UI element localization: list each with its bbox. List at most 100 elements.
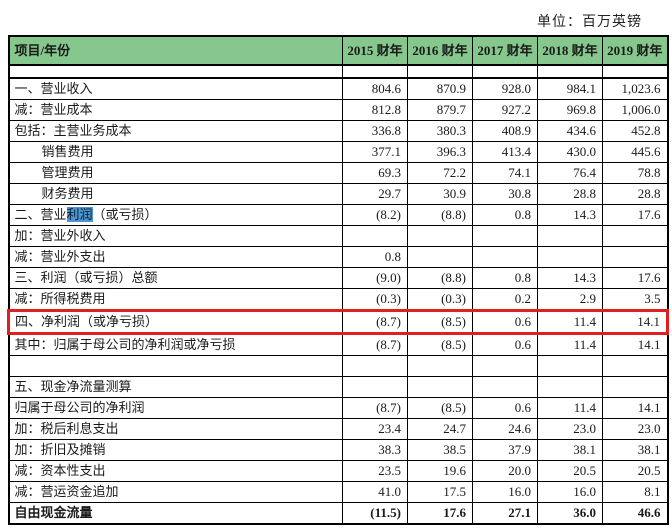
cell-value [472,64,538,79]
cell-value: 30.9 [407,183,473,205]
cell-value: 14.3 [537,204,603,226]
cell-value: 336.8 [342,120,408,142]
cell-value: 38.1 [602,439,668,461]
cell-value: 17.6 [602,204,668,226]
cell-value: 14.1 [602,397,668,419]
cell-value: (11.5) [342,502,408,525]
cell-value: 41.0 [342,481,408,503]
cell-value: 804.6 [342,77,408,100]
cell-value [407,355,473,377]
table-row: 其中：归属于母公司的净利润或净亏损 (8.7) (8.5) 0.6 11.4 14.1 [8,333,668,356]
cell-value: 870.9 [407,77,473,100]
cell-value: 11.4 [537,333,603,356]
cell-value: 14.1 [602,309,669,335]
row-label: 其中：归属于母公司的净利润或净亏损 [8,333,343,356]
cell-value: 445.6 [602,141,668,163]
row-label: 包括：主营业务成本 [8,120,343,142]
table-row: 三、利润（或亏损）总额 (9.0) (8.8) 0.8 14.3 17.6 [8,267,668,289]
cell-value [472,355,538,377]
cell-value: 19.6 [407,460,473,482]
cell-value: 380.3 [407,120,473,142]
cell-value [602,64,668,79]
cell-value: 396.3 [407,141,473,163]
label-text: （或亏损） [92,207,158,222]
cell-value: (0.3) [342,288,408,311]
year-column-header: 2017 财年 [472,35,538,66]
cell-value [342,376,408,398]
row-label: 自由现金流量 [8,502,343,525]
row-label: 销售费用 [8,141,343,163]
table-row: 财务费用 29.7 30.9 30.8 28.8 28.8 [8,183,668,205]
cell-value: 812.8 [342,99,408,121]
cell-value: 452.8 [602,120,668,142]
cell-value: 36.0 [537,502,603,525]
cell-value: 1,006.0 [602,99,668,121]
table-body: 一、营业收入 804.6 870.9 928.0 984.1 1,023.6 减：营业成本 8… [7,64,669,525]
cell-value: 28.8 [602,183,668,205]
row-label [8,64,343,79]
cell-value: 8.1 [602,481,668,503]
table-row: 销售费用 377.1 396.3 413.4 430.0 445.6 [8,141,668,163]
cell-value [472,225,538,247]
cell-value: 969.8 [537,99,603,121]
cell-value [342,225,408,247]
cell-value: 78.8 [602,162,668,184]
cell-value: (8.5) [407,309,473,335]
cell-value: 413.4 [472,141,538,163]
cell-value: 14.1 [602,333,668,356]
cell-value: 23.0 [602,418,668,440]
cell-value [537,64,603,79]
cell-value: 11.4 [537,309,603,335]
table-row: 包括：主营业务成本 336.8 380.3 408.9 434.6 452.8 [8,120,668,142]
cell-value: (8.8) [407,267,473,289]
year-column-header: 2019 财年 [602,35,668,66]
cell-value: 0.2 [472,288,538,311]
cell-value: 72.2 [407,162,473,184]
table-row: 归属于母公司的净利润 (8.7) (8.5) 0.6 11.4 14.1 [8,397,668,419]
table-row: 加：税后利息支出 23.4 24.7 24.6 23.0 23.0 [8,418,668,440]
cell-value: 17.6 [407,502,473,525]
cell-value [537,355,603,377]
cell-value: (9.0) [342,267,408,289]
cell-value: 24.7 [407,418,473,440]
row-label: 一、营业收入 [8,77,343,100]
table-row: 减：营业成本 812.8 879.7 927.2 969.8 1,006.0 [8,99,668,121]
table-row [8,355,668,377]
cell-value: 984.1 [537,77,603,100]
cell-value [407,246,473,268]
cell-value [602,376,668,398]
cell-value [537,246,603,268]
cell-value: (8.2) [342,204,408,226]
cell-value: (8.8) [407,204,473,226]
cell-value: 37.9 [472,439,538,461]
table-row: 一、营业收入 804.6 870.9 928.0 984.1 1,023.6 [8,77,668,100]
cell-value: 1,023.6 [602,77,668,100]
cell-value [472,246,538,268]
row-label: 减：营业外支出 [8,246,343,268]
cell-value [342,355,408,377]
row-label: 加：营业外收入 [8,225,343,247]
cell-value: 46.6 [602,502,668,525]
cell-value: 38.5 [407,439,473,461]
cell-value: 3.5 [602,288,668,311]
row-label: 减：资本性支出 [8,460,343,482]
cell-value: 20.0 [472,460,538,482]
cell-value: (8.7) [342,397,408,419]
row-label: 四、净利润（或净亏损） [7,309,343,335]
cell-value: (8.5) [407,397,473,419]
cell-value: 27.1 [472,502,538,525]
cell-value: 38.1 [537,439,603,461]
cell-value: 74.1 [472,162,538,184]
header-row: 项目/年份 2015 财年 2016 财年 2017 财年 2018 财年 2019 财… [8,35,668,66]
cell-value [407,225,473,247]
row-label: 财务费用 [8,183,343,205]
cell-value: (0.3) [407,288,473,311]
cell-value: 14.3 [537,267,603,289]
unit-label: 单位：百万英镑 [537,15,642,30]
item-column-header: 项目/年份 [8,35,343,66]
row-label: 加：折旧及摊销 [8,439,343,461]
cell-value: 17.6 [602,267,668,289]
cell-value: (8.7) [342,309,408,335]
cell-value: (8.7) [342,333,408,356]
cell-value: 879.7 [407,99,473,121]
